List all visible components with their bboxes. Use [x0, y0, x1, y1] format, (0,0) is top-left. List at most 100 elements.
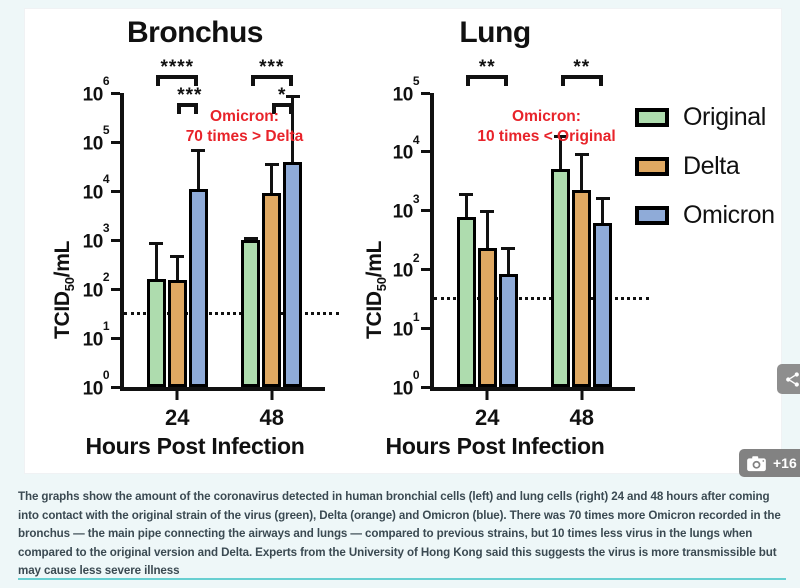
x-axis-group-label-24: 24: [475, 405, 500, 430]
legend-swatch-original: [635, 108, 669, 127]
share-icon: [785, 371, 799, 387]
y-axis-tick-label: 101: [392, 309, 420, 341]
bar-original-24h: [146, 279, 166, 387]
y-axis-tick-label: 106: [82, 74, 110, 106]
y-axis-title-lung: TCID50/mL: [363, 240, 390, 339]
bar-delta-48h: [262, 193, 282, 387]
plot-area-lung: 100 101 102 103 104 105 24 48 ** ** Omicron: 10 tim…: [393, 58, 649, 430]
annotation-line-2: 10 times < Original: [477, 128, 616, 145]
y-axis-tick-label: 102: [392, 251, 420, 282]
error-bar-cap: [264, 163, 279, 167]
error-bar-cap: [191, 149, 206, 153]
error-bar-cap: [243, 237, 258, 240]
bar-delta-24h: [477, 248, 497, 387]
y-axis-tick: [421, 385, 430, 389]
y-axis-tick-label: 101: [82, 319, 110, 351]
y-axis-title-bronchus: TCID50/mL: [51, 240, 78, 339]
y-axis-line: [430, 93, 434, 391]
x-axis-group-label-24: 24: [165, 405, 190, 430]
detection-limit-line: [434, 297, 649, 301]
y-axis-tick: [111, 189, 120, 193]
bar-original-24h: [456, 216, 476, 387]
bracket-line: [560, 75, 603, 86]
y-axis-tick: [111, 385, 120, 389]
x-axis-tick: [270, 391, 274, 400]
annotation-line-1: Omicron:: [210, 108, 279, 125]
significance-stars: ***: [259, 57, 285, 78]
x-axis-tick: [580, 391, 584, 400]
chart-panel-bronchus: Bronchus TCID50/mL 100 101 102 103 104 105 106…: [25, 9, 365, 475]
error-bar: [559, 138, 563, 169]
x-axis-title-lung: Hours Post Infection: [385, 433, 605, 459]
error-bar: [485, 213, 489, 249]
error-bar-cap: [149, 241, 164, 245]
bracket-line: [466, 75, 509, 86]
significance-stars: ***: [177, 85, 203, 106]
bar-omicron-24h: [498, 273, 518, 387]
x-axis-group-label-48: 48: [259, 405, 284, 430]
bar-omicron-48h: [593, 222, 613, 387]
error-bar-cap: [480, 210, 495, 214]
legend-swatch-delta: [635, 157, 669, 176]
y-axis-tick-label: 103: [82, 221, 110, 253]
y-axis-tick: [111, 91, 120, 95]
y-axis-tick-label: 104: [392, 133, 420, 164]
error-bar-cap: [170, 255, 185, 259]
y-axis-tick-label: 100: [392, 368, 420, 400]
legend-item-omicron: Omicron: [635, 195, 785, 236]
bar-delta-48h: [572, 190, 592, 387]
bracket-line: [156, 75, 199, 86]
camera-icon: [747, 455, 766, 471]
legend-item-delta: Delta: [635, 146, 785, 187]
bracket-line: [271, 103, 293, 114]
photo-count-badge[interactable]: +16: [739, 449, 800, 477]
error-bar: [291, 97, 295, 162]
error-bar: [601, 200, 605, 223]
legend-label-original: Original: [683, 103, 766, 131]
error-bar-cap: [501, 247, 516, 251]
x-axis-tick: [175, 391, 179, 400]
significance-stars: **: [573, 57, 591, 78]
chart-title-bronchus: Bronchus: [126, 16, 264, 49]
caption-divider: [18, 578, 786, 580]
photo-count-label: +16: [773, 455, 797, 471]
y-axis-tick: [111, 140, 120, 144]
legend-label-omicron: Omicron: [683, 201, 775, 229]
annotation-line-1: Omicron:: [512, 108, 581, 125]
bar-omicron-48h: [283, 161, 303, 387]
error-bar: [196, 152, 200, 189]
figure-card: Bronchus TCID50/mL 100 101 102 103 104 105 106…: [24, 8, 800, 477]
x-axis-line: [120, 387, 325, 391]
y-axis-tick: [421, 326, 430, 330]
error-bar: [580, 155, 584, 191]
bracket-line: [250, 75, 293, 86]
y-axis-line: [120, 93, 124, 391]
y-axis-tick: [421, 91, 430, 95]
y-axis-tick: [111, 336, 120, 340]
error-bar: [175, 258, 179, 280]
y-axis-tick-label: 102: [82, 270, 110, 302]
chart-panel-lung: Lung TCID50/mL 100 101 102 103 104 105 24 48 ** *…: [355, 9, 649, 475]
bar-original-48h: [241, 240, 261, 387]
detection-limit-line: [124, 311, 339, 315]
x-axis-tick: [485, 391, 489, 400]
significance-stars: ****: [160, 57, 195, 78]
error-bar: [270, 166, 274, 194]
y-axis-tick-label: 103: [392, 192, 420, 223]
significance-stars: **: [478, 57, 496, 78]
plot-area-bronchus: 100 101 102 103 104 105 106 24 48 **** *** *** * Omic…: [83, 58, 339, 430]
error-bar-cap: [595, 197, 610, 201]
chart-title-lung: Lung: [459, 16, 531, 49]
y-axis-tick: [421, 267, 430, 271]
error-bar-cap: [553, 135, 568, 139]
bar-omicron-24h: [188, 188, 208, 387]
error-bar: [154, 244, 158, 279]
bracket-line: [177, 103, 199, 114]
error-bar-cap: [574, 152, 589, 156]
x-axis-group-label-48: 48: [569, 405, 594, 430]
y-axis-tick-label: 105: [82, 123, 110, 155]
chart-annotation: Omicron: 10 times < Original: [444, 107, 649, 147]
share-button[interactable]: [777, 364, 800, 394]
y-axis-tick-label: 104: [82, 172, 110, 204]
